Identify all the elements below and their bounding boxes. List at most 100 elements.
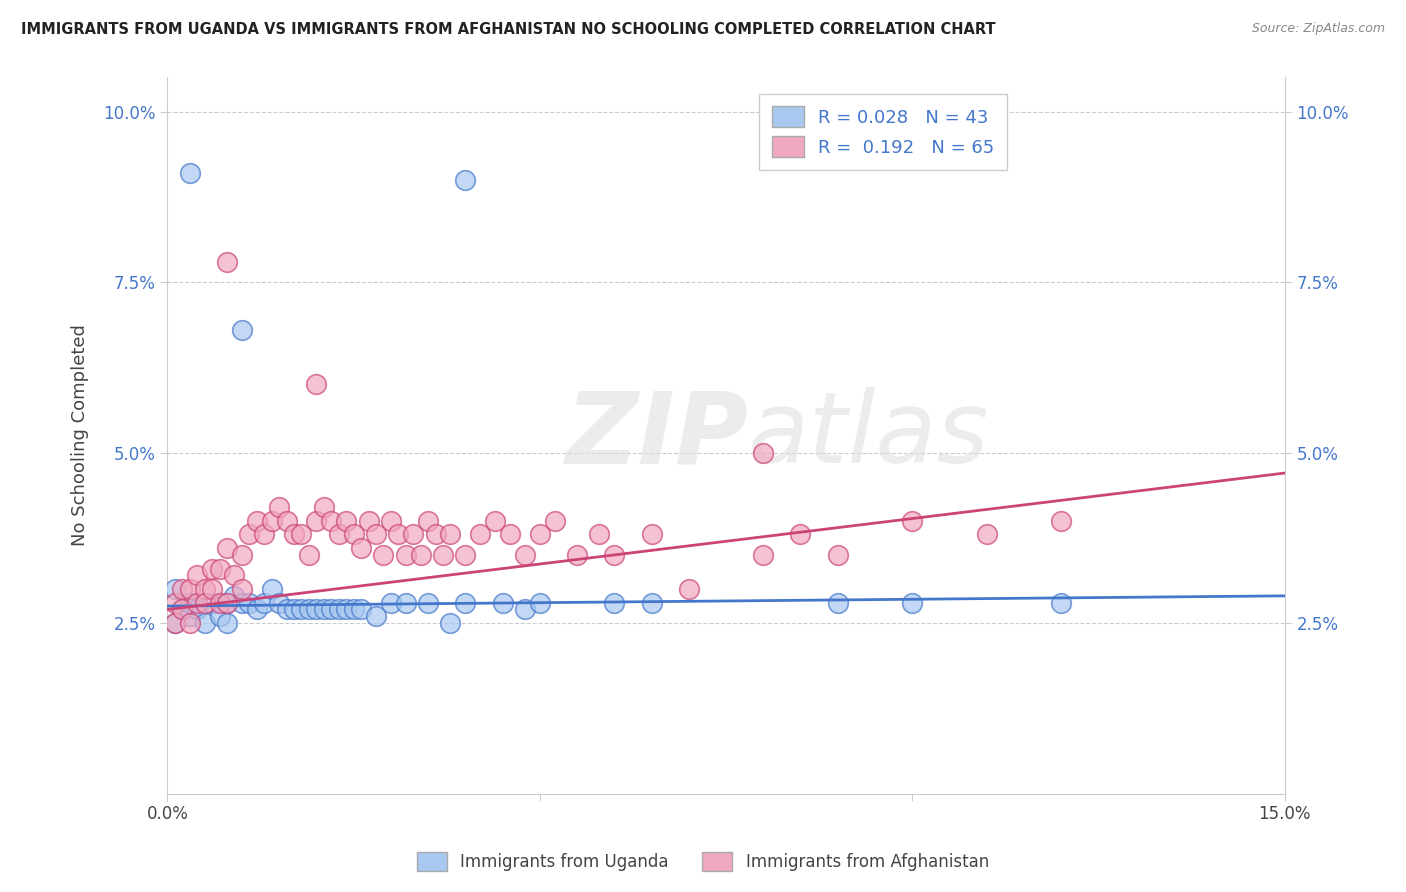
Point — [350, 602, 373, 616]
Point — [179, 609, 201, 624]
Point — [454, 173, 477, 187]
Point — [246, 514, 269, 528]
Legend: Immigrants from Uganda, Immigrants from Afghanistan: Immigrants from Uganda, Immigrants from … — [409, 843, 997, 880]
Point — [238, 596, 260, 610]
Point — [253, 596, 276, 610]
Point — [179, 582, 201, 596]
Point — [603, 596, 626, 610]
Point — [194, 616, 217, 631]
Point — [290, 602, 312, 616]
Point — [283, 602, 305, 616]
Point — [276, 514, 298, 528]
Point — [640, 596, 662, 610]
Point — [208, 596, 231, 610]
Point — [491, 596, 513, 610]
Point — [364, 527, 387, 541]
Point — [640, 527, 662, 541]
Point — [901, 514, 924, 528]
Text: ZIP: ZIP — [565, 387, 748, 484]
Point — [901, 596, 924, 610]
Point — [827, 548, 849, 562]
Point — [439, 527, 461, 541]
Point — [215, 254, 238, 268]
Point — [470, 527, 492, 541]
Point — [321, 514, 343, 528]
Point — [269, 500, 291, 515]
Point — [529, 596, 551, 610]
Point — [380, 596, 402, 610]
Point — [343, 527, 366, 541]
Point — [231, 582, 253, 596]
Point — [312, 500, 335, 515]
Point — [678, 582, 700, 596]
Point — [246, 602, 269, 616]
Point — [163, 616, 186, 631]
Point — [789, 527, 811, 541]
Point — [231, 323, 253, 337]
Point — [484, 514, 506, 528]
Point — [298, 548, 321, 562]
Point — [380, 514, 402, 528]
Point — [454, 596, 477, 610]
Point — [208, 561, 231, 575]
Point — [208, 609, 231, 624]
Point — [172, 602, 194, 616]
Legend: R = 0.028   N = 43, R =  0.192   N = 65: R = 0.028 N = 43, R = 0.192 N = 65 — [759, 94, 1007, 169]
Point — [260, 514, 283, 528]
Point — [186, 596, 208, 610]
Point — [201, 582, 224, 596]
Point — [395, 548, 418, 562]
Y-axis label: No Schooling Completed: No Schooling Completed — [72, 325, 89, 547]
Point — [163, 616, 186, 631]
Point — [402, 527, 425, 541]
Point — [827, 596, 849, 610]
Point — [416, 596, 439, 610]
Point — [238, 527, 260, 541]
Point — [172, 582, 194, 596]
Point — [350, 541, 373, 555]
Point — [603, 548, 626, 562]
Point — [752, 445, 775, 459]
Point — [305, 377, 328, 392]
Point — [513, 602, 536, 616]
Point — [269, 596, 291, 610]
Text: atlas: atlas — [748, 387, 990, 484]
Point — [224, 589, 246, 603]
Point — [328, 527, 350, 541]
Point — [163, 596, 186, 610]
Point — [357, 514, 380, 528]
Point — [416, 514, 439, 528]
Point — [544, 514, 567, 528]
Point — [409, 548, 432, 562]
Point — [387, 527, 409, 541]
Point — [179, 616, 201, 631]
Point — [253, 527, 276, 541]
Point — [395, 596, 418, 610]
Point — [499, 527, 522, 541]
Point — [343, 602, 366, 616]
Point — [454, 548, 477, 562]
Point — [163, 582, 186, 596]
Point — [224, 568, 246, 582]
Point — [432, 548, 454, 562]
Point — [328, 602, 350, 616]
Point — [276, 602, 298, 616]
Point — [231, 548, 253, 562]
Point — [305, 602, 328, 616]
Point — [321, 602, 343, 616]
Point — [260, 582, 283, 596]
Point — [194, 582, 217, 596]
Point — [186, 568, 208, 582]
Point — [215, 596, 238, 610]
Point — [1050, 514, 1073, 528]
Point — [1050, 596, 1073, 610]
Point — [439, 616, 461, 631]
Point — [425, 527, 447, 541]
Point — [513, 548, 536, 562]
Point — [298, 602, 321, 616]
Point — [364, 609, 387, 624]
Point — [529, 527, 551, 541]
Point — [186, 602, 208, 616]
Point — [201, 596, 224, 610]
Point — [588, 527, 610, 541]
